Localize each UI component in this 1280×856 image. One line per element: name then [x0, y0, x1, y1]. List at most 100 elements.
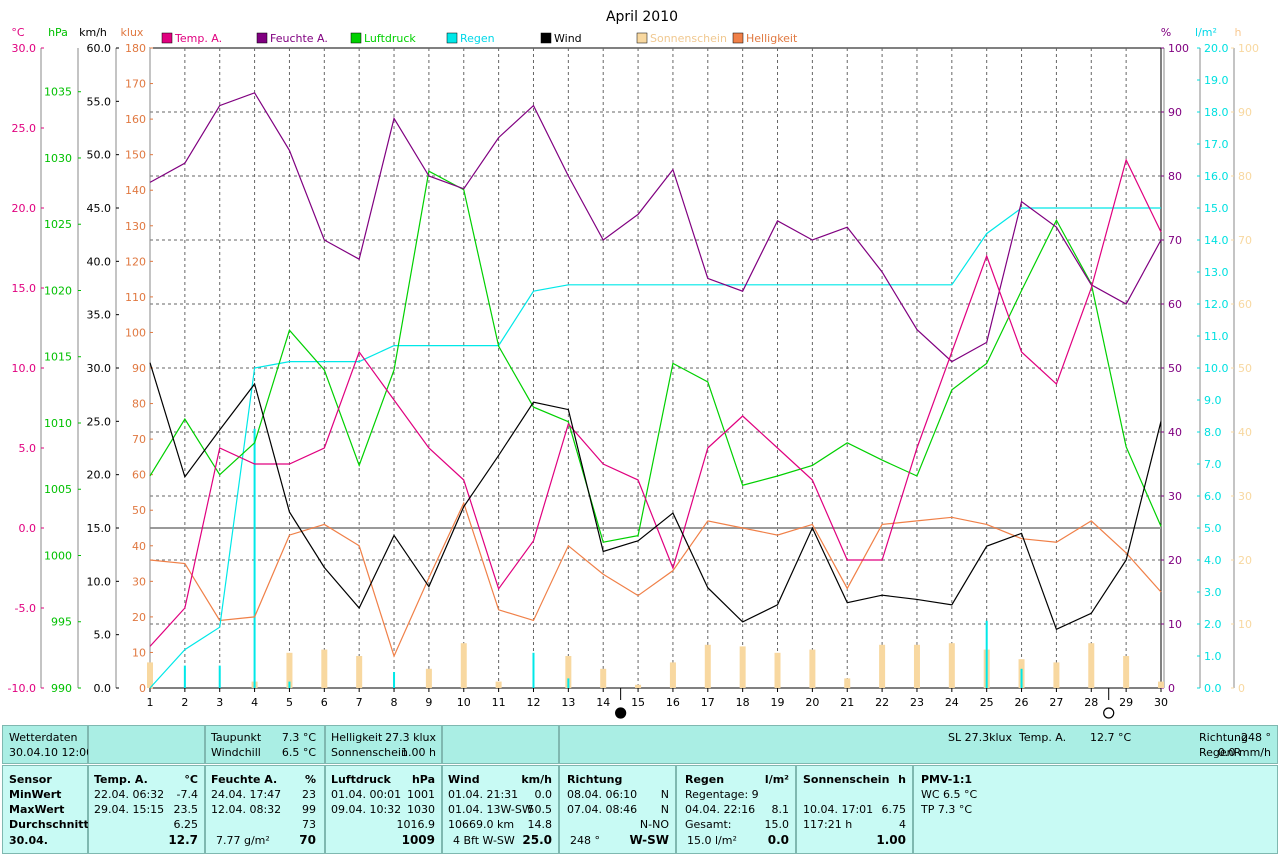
sun-tick-label: 40 [1238, 426, 1252, 439]
temp-max-time: 29.04. 15:15 [94, 803, 165, 816]
x-tick-label: 4 [251, 696, 258, 709]
new-moon-icon [615, 707, 627, 719]
x-tick-label: 29 [1119, 696, 1133, 709]
sunshine-bar [844, 678, 851, 688]
sun-tick-label: 30 [1238, 490, 1252, 503]
pressure-tick-label: 1025 [44, 218, 72, 231]
wind-min-value: 0.0 [534, 788, 553, 801]
temp-current: 12.7 [168, 833, 198, 847]
sunshine-bar [1123, 656, 1130, 688]
pressure-tick-label: 1030 [44, 152, 72, 165]
sonnenschein-avg: 4 [899, 818, 906, 831]
rain-tick-label: 15.0 [1204, 202, 1229, 215]
x-tick-label: 1 [147, 696, 154, 709]
rain-bar [532, 652, 535, 688]
pressure-tick-label: 1010 [44, 417, 72, 430]
richtung-value: 248 ° [1241, 731, 1271, 744]
rain-tick-label: 17.0 [1204, 138, 1229, 151]
feuchte-unit: % [304, 773, 316, 786]
x-tick-label: 28 [1084, 696, 1098, 709]
feuchte-column: Feuchte A. % 24.04. 17:47 23 12.04. 08:3… [205, 765, 325, 854]
x-tick-label: 11 [492, 696, 506, 709]
wetterdaten-cell: Wetterdaten 30.04.10 12:00 [2, 725, 93, 764]
grid [149, 47, 1162, 689]
humidity-tick-label: 80 [1168, 170, 1182, 183]
feuchte-header: Feuchte A. [211, 773, 278, 786]
wind-tick-label: 5.0 [94, 629, 112, 642]
regen-header: Regen [685, 773, 725, 786]
helligkeit-value: 27.3 klux [385, 731, 436, 744]
regen-current: 0.0 [767, 833, 789, 847]
luftdruck-max-value: 1030 [407, 803, 435, 816]
sun-tick-label: 20 [1238, 554, 1252, 567]
legend-swatch [256, 32, 268, 44]
temp-tick-label: -5.0 [15, 602, 36, 615]
temp-tick-label: 5.0 [19, 442, 37, 455]
humidity-tick-label: 20 [1168, 554, 1182, 567]
rain-tick-label: 3.0 [1204, 586, 1222, 599]
full-moon-icon [1103, 707, 1115, 719]
light-tick-label: 50 [132, 504, 146, 517]
sensor-header: Sensor [9, 773, 52, 786]
sensor-column: Sensor MinWert MaxWert Durchschnitt 30.0… [2, 765, 89, 854]
richtung-label: Richtung [1199, 731, 1248, 744]
sun-tick-label: 60 [1238, 298, 1252, 311]
rain-tick-label: 10.0 [1204, 362, 1229, 375]
feuchte-max-time: 12.04. 08:32 [211, 803, 282, 816]
sonnenschein-unit: h [898, 773, 906, 786]
data-panel: Wetterdaten 30.04.10 12:00 Taupunkt 7.3 … [0, 724, 1280, 856]
wind-tick-label: 40.0 [87, 255, 112, 268]
wind-tick-label: 0.0 [94, 682, 112, 695]
sonnenschein-max-value: 6.75 [881, 803, 907, 816]
pressure-tick-label: 1020 [44, 284, 72, 297]
sunshine-bar [739, 646, 746, 688]
x-tick-label: 22 [875, 696, 889, 709]
x-tick-label: 27 [1049, 696, 1063, 709]
wind-header: Wind [448, 773, 480, 786]
x-tick-label: 19 [771, 696, 785, 709]
legend-swatch [446, 32, 458, 44]
legend-swatch [161, 32, 173, 44]
legend-label: Temp. A. [174, 32, 222, 45]
regen-gesamt-value: 15.0 [764, 818, 790, 831]
temp-tick-label: -10.0 [8, 682, 36, 695]
wind-avg: 14.8 [527, 818, 553, 831]
rain-tick-label: 6.0 [1204, 490, 1222, 503]
current-date: 30.04. [9, 834, 48, 847]
pmv-tp: TP 7.3 °C [921, 803, 973, 816]
regentage: Regentage: 9 [685, 788, 759, 801]
legend-swatch [636, 32, 648, 44]
light-tick-label: 100 [125, 326, 146, 339]
series-line-regen [149, 207, 1161, 689]
feuchte-max-value: 99 [302, 803, 316, 816]
rain-tick-label: 14.0 [1204, 234, 1229, 247]
luftdruck-header: Luftdruck [331, 773, 391, 786]
taupunkt-value: 7.3 °C [281, 731, 316, 744]
humidity-tick-label: 90 [1168, 106, 1182, 119]
sun-tick-label: 50 [1238, 362, 1252, 375]
axes: 1 2 3 4 5 6 7 8 9 10 11 12 13 14 15 16 17 18 19 20 21 22 23 24 2… [8, 26, 1259, 709]
legend-swatch [540, 32, 552, 44]
light-tick-label: 70 [132, 433, 146, 446]
sunshine-bar [809, 649, 816, 688]
pressure-tick-label: 1015 [44, 351, 72, 364]
sunshine-bar [600, 668, 607, 688]
wind-max-value: 50.5 [527, 803, 553, 816]
x-tick-label: 10 [457, 696, 471, 709]
rain-tick-label: 8.0 [1204, 426, 1222, 439]
pressure-unit-label: hPa [48, 26, 68, 39]
legend-label: Feuchte A. [270, 32, 328, 45]
wind-tick-label: 60.0 [87, 42, 112, 55]
rain-bar [253, 428, 256, 688]
pressure-tick-label: 1035 [44, 86, 72, 99]
wind-tick-label: 35.0 [87, 309, 112, 322]
series-line-helligkeit [149, 501, 1162, 658]
light-tick-label: 10 [132, 646, 146, 659]
x-tick-label: 9 [425, 696, 432, 709]
luftdruck-min-value: 1001 [407, 788, 435, 801]
wind-current: 25.0 [522, 833, 552, 847]
light-tick-label: 140 [125, 184, 146, 197]
humidity-tick-label: 50 [1168, 362, 1182, 375]
regen-max-value: 8.1 [771, 803, 790, 816]
rain-tick-label: 18.0 [1204, 106, 1229, 119]
